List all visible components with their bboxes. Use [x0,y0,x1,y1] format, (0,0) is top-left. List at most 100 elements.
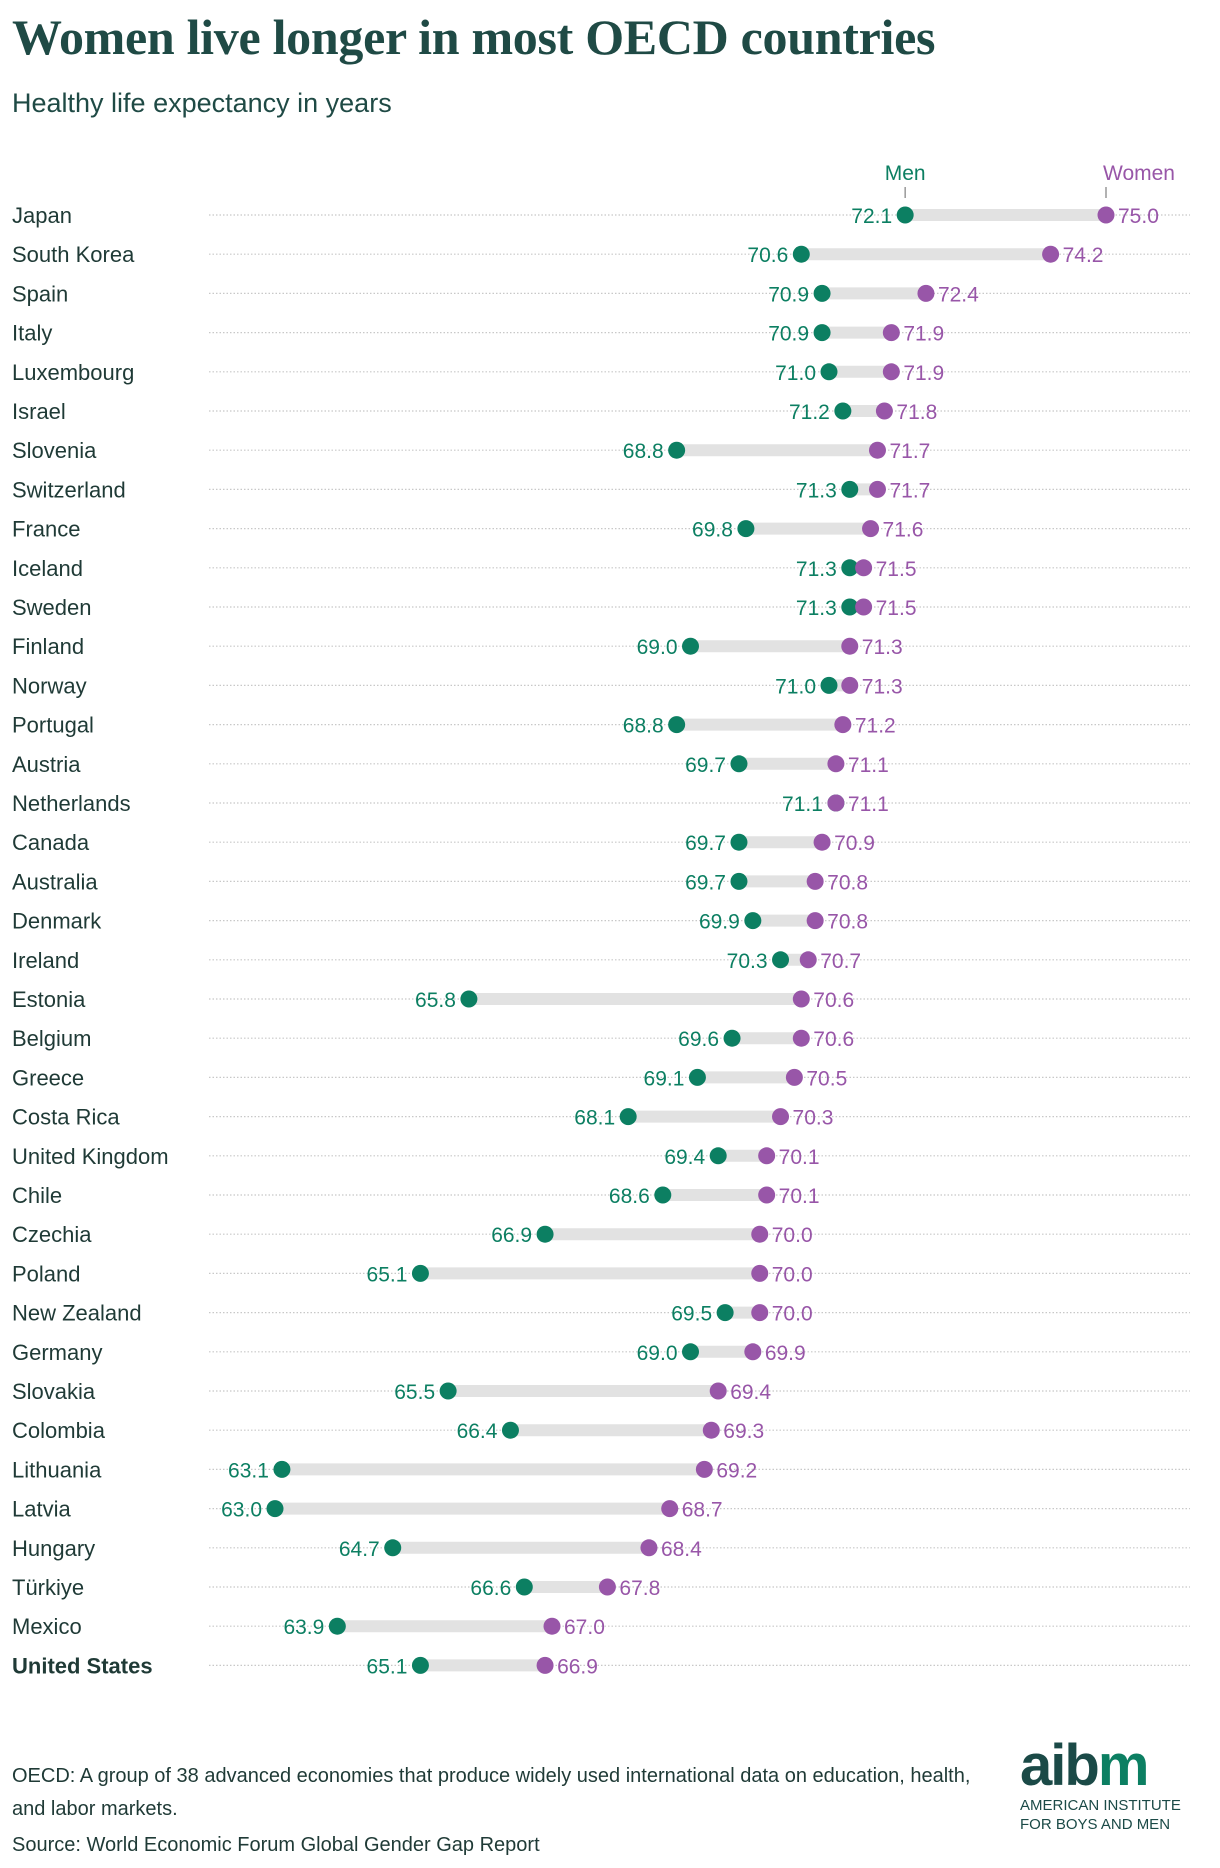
logo-mark: aibm [1020,1733,1149,1798]
chart-subtitle: Healthy life expectancy in years [12,88,392,118]
men-value-label: 71.1 [782,793,823,816]
men-value-label: 69.9 [699,911,740,934]
women-dot [785,1068,803,1086]
men-value-label: 71.3 [796,558,837,581]
women-dot [834,716,852,734]
men-dot [266,1500,284,1518]
women-dot [827,755,845,773]
men-dot [896,206,914,224]
country-label: Iceland [12,556,83,581]
country-label: Estonia [12,987,86,1012]
chart-row: New Zealand 69.5 70.0 [12,1301,1190,1326]
men-dot [813,324,831,342]
men-dot [820,363,838,381]
men-value-label: 71.3 [796,597,837,620]
legend-men: Men [885,162,926,185]
men-dot [536,1225,554,1243]
country-label: Germany [12,1340,102,1365]
country-label: Japan [12,203,72,228]
chart-title: Women live longer in most OECD countries [12,9,936,65]
women-dot [751,1225,769,1243]
men-value-label: 69.5 [671,1303,712,1326]
country-label: Finland [12,634,84,659]
men-dot [792,245,810,263]
men-dot [328,1617,346,1635]
chart-row: Latvia 63.0 68.7 [12,1497,1190,1522]
men-value-label: 69.7 [685,832,726,855]
women-value-label: 70.6 [813,1028,854,1051]
women-value-label: 71.6 [883,519,924,542]
men-dot [772,951,790,969]
country-label: France [12,517,80,542]
women-value-label: 70.8 [827,911,868,934]
women-value-label: 71.7 [889,479,930,502]
men-dot [688,1068,706,1086]
women-dot [543,1617,561,1635]
women-dot [792,990,810,1008]
country-label: Colombia [12,1418,106,1443]
women-value-label: 75.0 [1118,205,1159,228]
men-dot [460,990,478,1008]
men-value-label: 63.0 [221,1499,262,1522]
country-label: Sweden [12,595,92,620]
men-dot [668,716,686,734]
country-label: Austria [12,752,81,777]
chart-row: South Korea 70.6 74.2 [12,242,1190,267]
chart-row: Chile 68.6 70.1 [12,1183,1190,1208]
women-dot [882,324,900,342]
women-dot [868,441,886,459]
men-value-label: 68.8 [623,440,664,463]
men-dot [439,1382,457,1400]
women-value-label: 70.1 [779,1185,820,1208]
women-value-label: 70.0 [772,1263,813,1286]
chart-row: Colombia 66.4 69.3 [12,1418,1190,1443]
men-value-label: 69.7 [685,754,726,777]
women-dot [751,1304,769,1322]
women-dot [758,1186,776,1204]
women-value-label: 71.5 [876,558,917,581]
country-label: Poland [12,1261,81,1286]
chart-row: United Kingdom 69.4 70.1 [12,1144,1190,1169]
country-label: Türkiye [12,1575,84,1600]
chart-row: Germany 69.0 69.9 [12,1340,1190,1365]
country-label: Lithuania [12,1457,102,1482]
chart-row: Sweden 71.3 71.5 [12,595,1190,620]
men-value-label: 66.4 [457,1420,498,1443]
chart-row: Denmark 69.9 70.8 [12,909,1190,934]
women-dot [855,598,873,616]
women-value-label: 69.2 [716,1459,757,1482]
women-dot [806,872,824,890]
women-dot [751,1264,769,1282]
women-value-label: 70.9 [834,832,875,855]
country-label: Netherlands [12,791,131,816]
country-label: New Zealand [12,1301,142,1326]
country-label: Ireland [12,948,79,973]
country-label: Slovakia [12,1379,96,1404]
chart-row: Estonia 65.8 70.6 [12,987,1190,1012]
women-dot [862,520,880,538]
women-value-label: 70.8 [827,871,868,894]
men-dot [730,833,748,851]
country-label: Costa Rica [12,1105,120,1130]
women-value-label: 71.3 [862,636,903,659]
men-value-label: 63.1 [228,1459,269,1482]
men-value-label: 70.3 [727,950,768,973]
chart-row: Australia 69.7 70.8 [12,869,1190,894]
women-dot [772,1108,790,1126]
women-dot [758,1147,776,1165]
men-value-label: 68.1 [574,1107,615,1130]
chart-row: Netherlands 71.1 71.1 [12,791,1190,816]
women-dot [709,1382,727,1400]
legend-women: Women [1103,162,1175,185]
men-dot [411,1264,429,1282]
country-label: Canada [12,830,90,855]
country-label: United States [12,1653,153,1678]
women-dot [882,363,900,381]
women-dot [695,1460,713,1478]
women-value-label: 70.7 [820,950,861,973]
men-dot [682,1343,699,1361]
aibm-logo: aibm AMERICAN INSTITUTE FOR BOYS AND MEN [1020,1733,1220,1834]
women-dot [868,480,886,498]
country-label: Switzerland [12,477,126,502]
women-value-label: 70.0 [772,1303,813,1326]
